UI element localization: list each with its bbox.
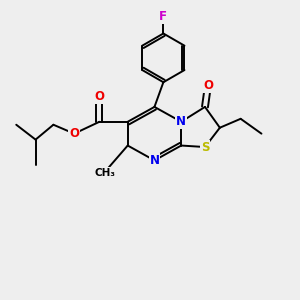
Text: O: O [94, 90, 104, 103]
Text: O: O [203, 79, 213, 92]
Text: CH₃: CH₃ [95, 168, 116, 178]
Text: S: S [201, 140, 209, 154]
Text: N: N [176, 115, 186, 128]
Text: O: O [69, 127, 79, 140]
Text: N: N [149, 154, 160, 167]
Text: F: F [159, 10, 167, 23]
